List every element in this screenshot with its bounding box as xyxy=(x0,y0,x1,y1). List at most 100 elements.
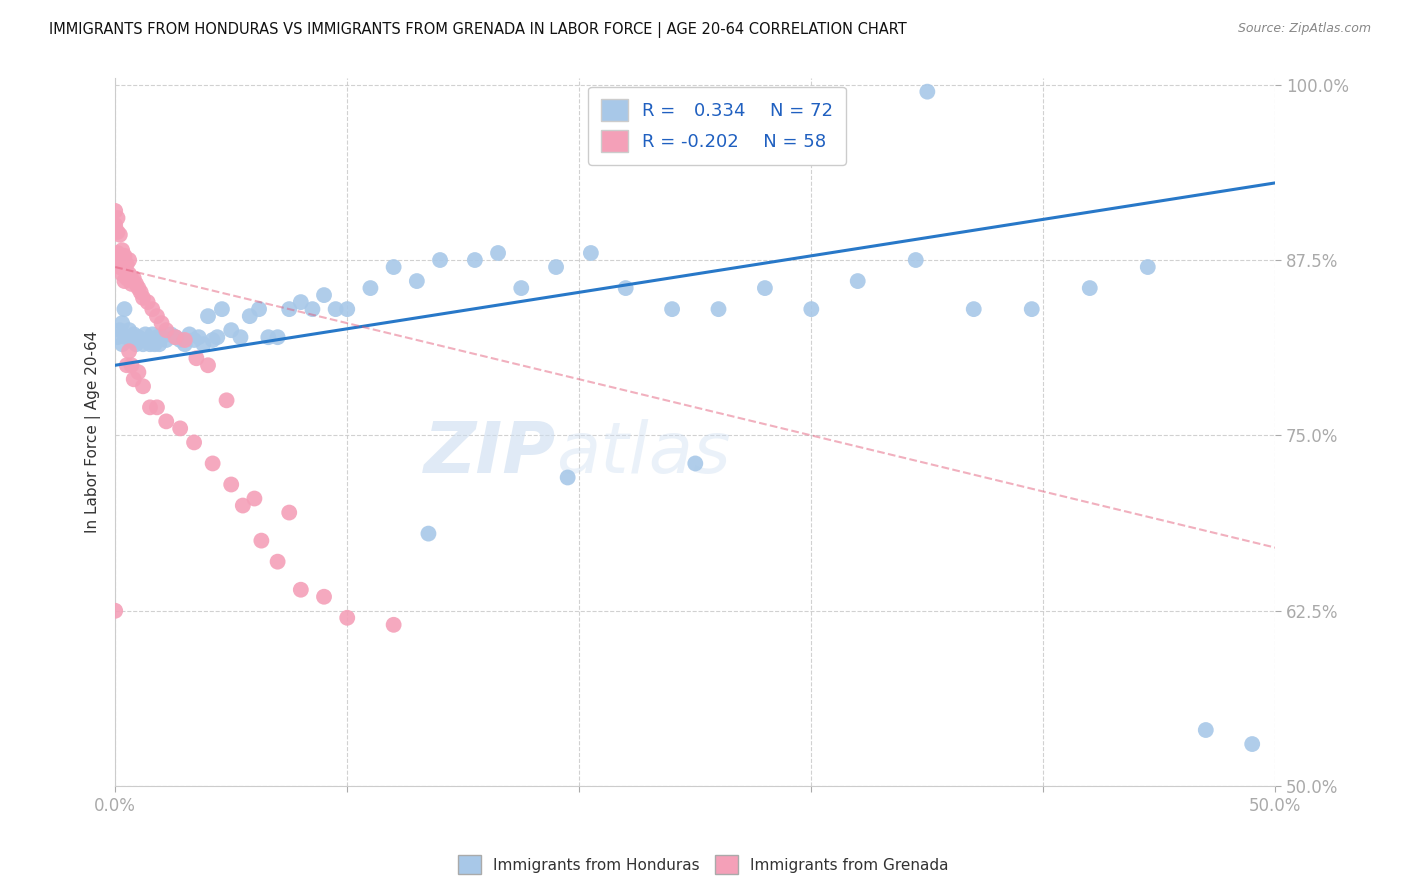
Point xyxy=(114,249,136,263)
Point xyxy=(193,337,215,351)
Point xyxy=(125,277,148,291)
Point xyxy=(115,271,138,285)
Point xyxy=(243,491,266,506)
Point xyxy=(186,351,208,366)
Point xyxy=(1021,302,1043,317)
Point xyxy=(197,358,219,372)
Point xyxy=(557,470,579,484)
Point xyxy=(107,246,129,260)
Point xyxy=(229,330,252,344)
Point xyxy=(266,330,288,344)
Point xyxy=(160,327,183,342)
Point xyxy=(266,555,288,569)
Point xyxy=(278,506,301,520)
Point xyxy=(963,302,986,317)
Point xyxy=(107,225,129,239)
Point xyxy=(115,358,138,372)
Point xyxy=(139,401,162,415)
Point xyxy=(418,526,440,541)
Point xyxy=(114,263,136,277)
Point xyxy=(127,330,149,344)
Point xyxy=(173,333,195,347)
Point xyxy=(579,246,602,260)
Point xyxy=(115,257,138,271)
Point xyxy=(118,267,141,281)
Point xyxy=(290,582,312,597)
Point xyxy=(136,295,159,310)
Point xyxy=(115,330,138,344)
Point xyxy=(215,393,238,408)
Point xyxy=(141,302,163,317)
Point xyxy=(207,330,229,344)
Point xyxy=(201,457,224,471)
Point xyxy=(486,246,509,260)
Point xyxy=(120,358,142,372)
Point xyxy=(132,379,155,393)
Point xyxy=(108,323,131,337)
Point xyxy=(1136,260,1159,274)
Point xyxy=(183,435,205,450)
Point xyxy=(114,302,136,317)
Point xyxy=(336,611,359,625)
Legend: Immigrants from Honduras, Immigrants from Grenada: Immigrants from Honduras, Immigrants fro… xyxy=(451,849,955,880)
Point xyxy=(125,337,148,351)
Point xyxy=(685,457,707,471)
Point xyxy=(146,401,169,415)
Point xyxy=(301,302,323,317)
Point xyxy=(211,302,233,317)
Point xyxy=(197,309,219,323)
Point xyxy=(143,337,166,351)
Point xyxy=(129,333,152,347)
Point xyxy=(134,327,156,342)
Point xyxy=(917,85,939,99)
Point xyxy=(165,330,187,344)
Point xyxy=(104,604,127,618)
Legend: R =    0.334     N = 72, R = -0.202     N = 58: R = 0.334 N = 72, R = -0.202 N = 58 xyxy=(588,87,846,165)
Point xyxy=(132,337,155,351)
Point xyxy=(108,260,131,274)
Point xyxy=(122,372,145,386)
Point xyxy=(111,243,134,257)
Point xyxy=(179,327,201,342)
Point xyxy=(104,203,127,218)
Point xyxy=(141,327,163,342)
Point xyxy=(120,271,142,285)
Point xyxy=(150,316,173,330)
Point xyxy=(382,260,405,274)
Point xyxy=(239,309,262,323)
Point xyxy=(257,330,280,344)
Text: ZIP: ZIP xyxy=(423,418,555,488)
Point xyxy=(127,365,149,379)
Point xyxy=(108,249,131,263)
Y-axis label: In Labor Force | Age 20-64: In Labor Force | Age 20-64 xyxy=(86,331,101,533)
Point xyxy=(219,477,242,491)
Point xyxy=(359,281,381,295)
Point xyxy=(148,337,170,351)
Point xyxy=(169,333,191,347)
Point xyxy=(661,302,683,317)
Point xyxy=(510,281,533,295)
Point xyxy=(247,302,270,317)
Point xyxy=(429,253,451,268)
Point xyxy=(120,277,142,291)
Point xyxy=(146,309,169,323)
Point xyxy=(155,333,177,347)
Point xyxy=(1078,281,1101,295)
Point xyxy=(107,330,129,344)
Text: Source: ZipAtlas.com: Source: ZipAtlas.com xyxy=(1237,22,1371,36)
Point xyxy=(1195,723,1218,737)
Point xyxy=(173,337,195,351)
Point xyxy=(290,295,312,310)
Point xyxy=(250,533,273,548)
Point xyxy=(1241,737,1264,751)
Point xyxy=(150,330,173,344)
Point xyxy=(111,337,134,351)
Point xyxy=(312,590,335,604)
Point xyxy=(122,327,145,342)
Point xyxy=(107,211,129,225)
Point xyxy=(187,330,209,344)
Point xyxy=(325,302,347,317)
Point xyxy=(120,333,142,347)
Point xyxy=(278,302,301,317)
Point xyxy=(136,333,159,347)
